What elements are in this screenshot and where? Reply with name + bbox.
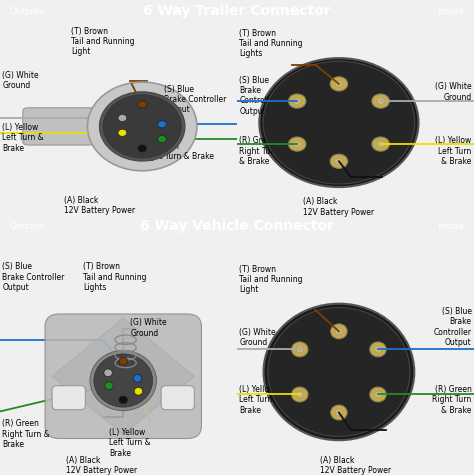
Text: (R) Green
Right Turn & Brake: (R) Green Right Turn & Brake — [142, 142, 214, 161]
Circle shape — [372, 137, 389, 151]
Text: (G) White
Ground: (G) White Ground — [435, 82, 472, 102]
Circle shape — [370, 387, 386, 402]
Text: (T) Brown
Tail and Running
Lights: (T) Brown Tail and Running Lights — [83, 263, 146, 292]
Text: Inside: Inside — [438, 222, 465, 230]
Text: (G) White
Ground: (G) White Ground — [2, 71, 39, 90]
Text: (T) Brown
Tail and Running
Light: (T) Brown Tail and Running Light — [71, 27, 135, 57]
Circle shape — [118, 129, 127, 136]
Text: Inside: Inside — [438, 7, 465, 16]
Circle shape — [292, 387, 308, 402]
Circle shape — [103, 95, 181, 158]
Circle shape — [100, 92, 185, 161]
Circle shape — [335, 158, 343, 165]
Text: (L) Yellow
Left Turn &
Brake: (L) Yellow Left Turn & Brake — [109, 428, 151, 457]
Circle shape — [90, 351, 156, 410]
Text: 6 Way Vehicle Connector: 6 Way Vehicle Connector — [140, 219, 334, 233]
Text: (A) Black
12V Battery Power: (A) Black 12V Battery Power — [64, 196, 135, 215]
FancyBboxPatch shape — [161, 386, 194, 410]
Circle shape — [138, 101, 146, 108]
Circle shape — [335, 81, 343, 87]
Circle shape — [87, 82, 197, 171]
Text: (T) Brown
Tail and Running
Lights: (T) Brown Tail and Running Lights — [239, 28, 303, 58]
Circle shape — [374, 346, 382, 353]
Circle shape — [289, 94, 306, 108]
Circle shape — [293, 141, 301, 147]
Circle shape — [263, 61, 415, 184]
FancyBboxPatch shape — [52, 386, 85, 410]
Text: (R) Green
Right Turn
& Brake: (R) Green Right Turn & Brake — [239, 136, 279, 166]
Text: (R) Green
Right Turn
& Brake: (R) Green Right Turn & Brake — [432, 385, 472, 415]
Circle shape — [335, 328, 343, 335]
Circle shape — [105, 382, 113, 390]
Circle shape — [372, 94, 389, 108]
FancyBboxPatch shape — [45, 314, 201, 438]
Circle shape — [264, 304, 414, 440]
Text: Outside: Outside — [9, 222, 45, 230]
Circle shape — [374, 391, 382, 398]
Text: (S) Blue
Brake
Controller
Output: (S) Blue Brake Controller Output — [434, 307, 472, 347]
Text: (S) Blue
Brake
Controller
Output: (S) Blue Brake Controller Output — [239, 76, 277, 116]
Circle shape — [331, 405, 347, 420]
Circle shape — [157, 135, 166, 142]
Text: (G) White
Ground: (G) White Ground — [239, 328, 276, 347]
Text: (S) Blue
Brake Controller
Output: (S) Blue Brake Controller Output — [2, 263, 65, 292]
Text: (R) Green
Right Turn &
Brake: (R) Green Right Turn & Brake — [2, 419, 50, 449]
Circle shape — [296, 391, 304, 398]
Circle shape — [119, 357, 128, 365]
Text: (G) White
Ground: (G) White Ground — [130, 318, 167, 338]
Circle shape — [296, 346, 304, 353]
Circle shape — [335, 409, 343, 416]
Text: (A) Black
12V Battery Power: (A) Black 12V Battery Power — [66, 456, 137, 475]
Circle shape — [94, 354, 153, 407]
Circle shape — [376, 141, 385, 147]
Circle shape — [331, 324, 347, 339]
Circle shape — [119, 396, 128, 404]
Circle shape — [118, 114, 127, 122]
Circle shape — [259, 58, 419, 187]
Text: (L) Yellow
Left Turn
& Brake: (L) Yellow Left Turn & Brake — [436, 136, 472, 166]
Text: 6 Way Trailer Connector: 6 Way Trailer Connector — [143, 4, 331, 19]
Circle shape — [138, 145, 146, 152]
Circle shape — [292, 342, 308, 357]
Circle shape — [370, 342, 386, 357]
Circle shape — [134, 388, 143, 395]
Text: (S) Blue
Brake Controller
Output: (S) Blue Brake Controller Output — [164, 85, 226, 114]
Circle shape — [268, 307, 410, 437]
Text: (L) Yellow
Left Turn &
Brake: (L) Yellow Left Turn & Brake — [239, 385, 281, 415]
Text: Outside: Outside — [9, 7, 45, 16]
Circle shape — [330, 77, 347, 91]
Circle shape — [133, 374, 142, 382]
Circle shape — [289, 137, 306, 151]
Circle shape — [293, 98, 301, 104]
Text: (A) Black
12V Battery Power: (A) Black 12V Battery Power — [303, 198, 374, 217]
Text: (L) Yellow
Left Turn &
Brake: (L) Yellow Left Turn & Brake — [2, 123, 44, 153]
Text: (A) Black
12V Battery Power: (A) Black 12V Battery Power — [320, 456, 391, 475]
Polygon shape — [52, 318, 194, 434]
Circle shape — [376, 98, 385, 104]
Circle shape — [104, 369, 112, 377]
Text: (T) Brown
Tail and Running
Light: (T) Brown Tail and Running Light — [239, 265, 303, 294]
Circle shape — [157, 121, 166, 128]
FancyBboxPatch shape — [23, 108, 95, 145]
Circle shape — [330, 154, 347, 168]
